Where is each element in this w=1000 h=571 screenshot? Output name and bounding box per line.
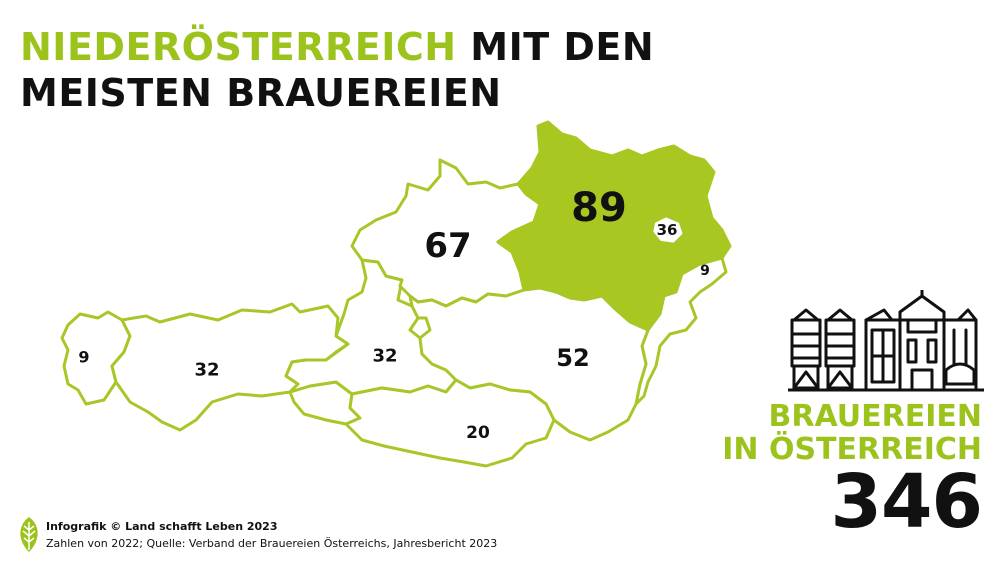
- leaf-icon: [20, 517, 38, 552]
- count-tirol: 32: [194, 360, 219, 381]
- total-label-line2: IN ÖSTERREICH: [722, 432, 982, 467]
- footer-source: Zahlen von 2022; Quelle: Verband der Bra…: [46, 537, 498, 550]
- footer-credit: Infografik © Land schafft Leben 2023: [46, 520, 278, 533]
- count-salzburg: 32: [372, 346, 397, 367]
- count-niederoesterreich: 89: [571, 185, 627, 231]
- title-rest-line1: MIT DEN: [470, 25, 655, 69]
- brewery-icon: [788, 290, 984, 392]
- count-steiermark: 52: [556, 344, 589, 372]
- count-wien: 36: [657, 221, 678, 239]
- region-burgenland[interactable]: [634, 256, 728, 406]
- title-highlight: NIEDERÖSTERREICH: [20, 25, 457, 69]
- page-title: NIEDERÖSTERREICH MIT DEN MEISTEN BRAUEREI…: [20, 24, 654, 116]
- count-burgenland: 9: [700, 263, 710, 279]
- total-label-line1: BRAUEREIEN: [768, 399, 982, 434]
- title-line2: MEISTEN BRAUEREIEN: [20, 71, 502, 115]
- region-kaernten[interactable]: [344, 378, 556, 468]
- total-value: 346: [830, 459, 983, 545]
- total-label: BRAUEREIEN IN ÖSTERREICH: [722, 400, 982, 466]
- count-kaernten: 20: [466, 423, 490, 443]
- count-vorarlberg: 9: [78, 348, 89, 367]
- count-oberoesterreich: 67: [424, 226, 471, 266]
- region-steiermark[interactable]: [408, 286, 650, 442]
- region-wien[interactable]: [650, 214, 686, 246]
